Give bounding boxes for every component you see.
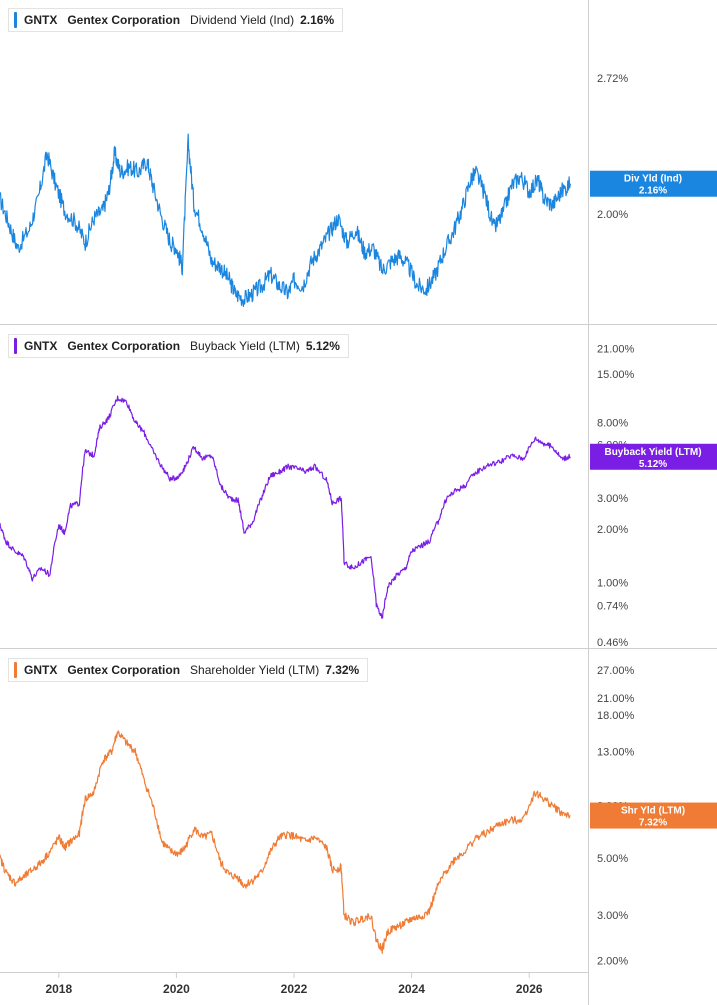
legend-company: Gentex Corporation <box>67 339 181 353</box>
y-tick-label-shareholder: 21.00% <box>597 693 635 705</box>
y-tick-label-shareholder: 13.00% <box>597 746 635 758</box>
legend-value: 2.16% <box>300 13 335 27</box>
legend-ticker: GNTX <box>24 663 58 677</box>
value-tag-buyback <box>590 443 717 470</box>
value-tag-label-dividend: Div Yld (Ind) <box>624 174 682 185</box>
legend-dividend[interactable]: GNTX Gentex Corporation Dividend Yield (… <box>8 8 344 32</box>
legend-shareholder[interactable]: GNTX Gentex Corporation Shareholder Yiel… <box>8 658 369 682</box>
y-tick-label-buyback: 0.74% <box>597 600 628 612</box>
legend-company: Gentex Corporation <box>67 13 181 27</box>
y-tick-label-dividend: 2.72% <box>597 73 628 85</box>
y-tick-label-shareholder: 27.00% <box>597 665 635 677</box>
x-tick-label: 2022 <box>281 982 308 996</box>
y-tick-label-buyback: 8.00% <box>597 417 628 429</box>
y-tick-label-buyback: 2.00% <box>597 524 628 536</box>
y-tick-label-dividend: 2.00% <box>597 209 628 221</box>
x-tick-label: 2024 <box>398 982 425 996</box>
legend-buyback[interactable]: GNTX Gentex Corporation Buyback Yield (L… <box>8 334 349 358</box>
legend-metric: Buyback Yield (LTM) <box>190 339 300 353</box>
legend-swatch-dividend <box>14 12 17 28</box>
legend-company: Gentex Corporation <box>67 663 181 677</box>
series-line-buyback <box>0 395 571 619</box>
y-tick-label-shareholder: 3.00% <box>597 910 628 922</box>
legend-metric: Shareholder Yield (LTM) <box>190 663 320 677</box>
series-line-dividend <box>0 133 571 308</box>
legend-ticker: GNTX <box>24 13 58 27</box>
value-tag-value-dividend: 2.16% <box>639 186 667 197</box>
legend-ticker: GNTX <box>24 339 58 353</box>
legend-value: 5.12% <box>305 339 340 353</box>
value-tag-label-shareholder: Shr Yld (LTM) <box>621 806 685 817</box>
value-tag-dividend <box>590 170 717 197</box>
legend-value: 7.32% <box>325 663 360 677</box>
value-tag-value-buyback: 5.12% <box>639 459 667 470</box>
y-tick-label-buyback: 3.00% <box>597 493 628 505</box>
value-tag-value-shareholder: 7.32% <box>639 818 667 829</box>
x-tick-label: 2026 <box>516 982 543 996</box>
y-tick-label-shareholder: 5.00% <box>597 853 628 865</box>
y-tick-label-buyback: 1.00% <box>597 577 628 589</box>
y-tick-label-buyback: 0.46% <box>597 637 628 649</box>
value-tag-shareholder <box>590 802 717 829</box>
y-tick-label-shareholder: 18.00% <box>597 710 635 722</box>
series-line-shareholder <box>0 730 571 954</box>
legend-swatch-buyback <box>14 338 17 354</box>
y-tick-label-shareholder: 2.00% <box>597 955 628 967</box>
y-tick-label-buyback: 21.00% <box>597 343 635 355</box>
y-tick-label-buyback: 15.00% <box>597 369 635 381</box>
x-tick-label: 2018 <box>45 982 72 996</box>
legend-metric: Dividend Yield (Ind) <box>190 13 295 27</box>
value-tag-label-buyback: Buyback Yield (LTM) <box>604 447 701 458</box>
x-tick-label: 2020 <box>163 982 190 996</box>
legend-swatch-shareholder <box>14 662 17 678</box>
